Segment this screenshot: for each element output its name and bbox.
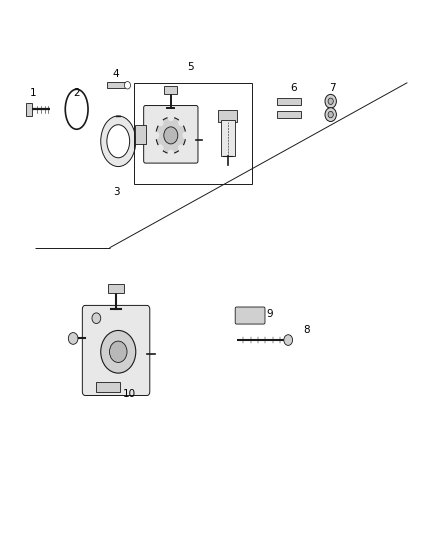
Bar — [218, 110, 237, 122]
Text: 8: 8 — [303, 326, 310, 335]
Circle shape — [325, 94, 336, 108]
FancyBboxPatch shape — [235, 307, 265, 324]
Circle shape — [68, 333, 78, 344]
Circle shape — [284, 335, 293, 345]
Circle shape — [168, 150, 173, 157]
Circle shape — [325, 108, 336, 122]
Circle shape — [328, 111, 333, 118]
Text: 2: 2 — [73, 88, 80, 98]
Circle shape — [158, 145, 163, 151]
Circle shape — [168, 114, 173, 120]
Ellipse shape — [107, 125, 130, 158]
Text: 4: 4 — [113, 69, 120, 78]
Text: 9: 9 — [266, 310, 273, 319]
Bar — [164, 86, 177, 94]
Circle shape — [179, 119, 184, 126]
Text: 10: 10 — [123, 390, 136, 399]
Circle shape — [110, 341, 127, 362]
Text: 1: 1 — [29, 88, 36, 98]
Circle shape — [179, 145, 184, 151]
Bar — [96, 382, 120, 392]
Bar — [135, 125, 146, 144]
Circle shape — [92, 313, 101, 324]
Bar — [277, 98, 301, 105]
Circle shape — [156, 117, 186, 154]
Circle shape — [153, 132, 159, 139]
Bar — [108, 284, 124, 293]
Ellipse shape — [101, 116, 136, 166]
Text: 7: 7 — [329, 83, 336, 93]
Bar — [277, 111, 301, 118]
Circle shape — [124, 82, 131, 89]
Circle shape — [183, 132, 188, 139]
Circle shape — [164, 127, 178, 144]
Bar — [221, 120, 235, 156]
Circle shape — [101, 330, 136, 373]
Bar — [107, 82, 125, 88]
FancyBboxPatch shape — [82, 305, 150, 395]
Text: 3: 3 — [113, 187, 120, 197]
Circle shape — [158, 119, 163, 126]
Circle shape — [328, 98, 333, 104]
Bar — [26, 103, 32, 116]
Text: 5: 5 — [187, 62, 194, 71]
Text: 6: 6 — [290, 83, 297, 93]
Bar — [134, 83, 252, 184]
FancyBboxPatch shape — [144, 106, 198, 163]
